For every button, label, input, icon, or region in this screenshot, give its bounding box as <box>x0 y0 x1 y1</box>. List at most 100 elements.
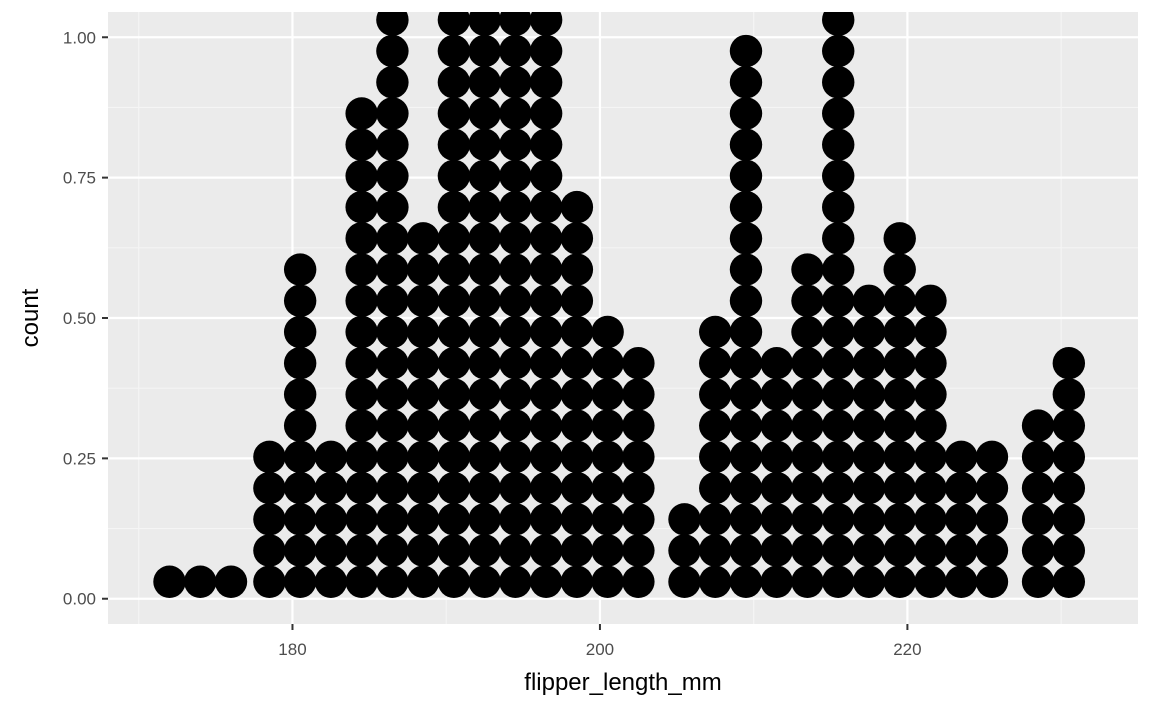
dot <box>376 565 409 598</box>
dot <box>622 440 655 474</box>
dot <box>376 409 409 442</box>
dot <box>975 471 1009 505</box>
dot <box>791 284 824 317</box>
dot <box>1052 534 1086 567</box>
dot <box>914 503 947 536</box>
dot <box>760 347 793 380</box>
dot <box>283 315 317 349</box>
dot <box>529 315 563 349</box>
dot <box>437 66 471 99</box>
dot <box>376 159 409 193</box>
y-tick-label: 0.25 <box>63 449 96 468</box>
dot <box>822 12 855 37</box>
dot <box>437 347 471 380</box>
dot <box>852 378 886 411</box>
dot <box>1021 409 1055 442</box>
dot <box>437 253 471 286</box>
dot <box>437 222 471 255</box>
dot <box>314 565 348 598</box>
dot <box>791 503 824 536</box>
dot <box>883 534 916 567</box>
dot <box>468 378 501 411</box>
dot <box>760 534 793 567</box>
dot <box>376 34 409 68</box>
dot <box>406 471 440 505</box>
dot <box>529 440 563 474</box>
dot <box>560 503 594 536</box>
dot <box>499 565 532 598</box>
y-axis-title: count <box>17 288 44 347</box>
dot <box>529 128 563 161</box>
dot <box>345 378 378 411</box>
dot <box>468 222 501 255</box>
dot <box>406 565 440 598</box>
dot-layer <box>153 12 1086 598</box>
dot <box>883 471 916 505</box>
dot <box>499 222 532 255</box>
dot <box>560 253 594 286</box>
dot <box>406 503 440 536</box>
dot <box>529 190 563 224</box>
dot <box>437 565 471 598</box>
dot <box>791 440 824 474</box>
dot <box>283 378 317 411</box>
dot <box>591 534 624 567</box>
dot <box>729 534 763 567</box>
dot <box>560 409 594 442</box>
dot <box>283 534 317 567</box>
dot <box>822 97 855 130</box>
dot <box>314 534 348 567</box>
dot <box>914 565 947 598</box>
dot <box>822 128 855 161</box>
dot <box>345 534 378 567</box>
dot <box>184 565 217 598</box>
dot <box>1021 440 1055 474</box>
dot <box>283 503 317 536</box>
x-tick-label: 220 <box>893 640 921 659</box>
dot <box>376 253 409 286</box>
dot <box>822 253 855 286</box>
dot <box>283 347 317 380</box>
dot <box>760 471 793 505</box>
dot <box>883 347 916 380</box>
dot <box>945 440 978 474</box>
dot <box>376 12 409 37</box>
dot <box>883 409 916 442</box>
dot <box>529 159 563 193</box>
dot <box>499 190 532 224</box>
dot <box>529 66 563 99</box>
dot <box>345 471 378 505</box>
dot <box>437 12 471 37</box>
dot <box>376 284 409 317</box>
dot <box>1052 440 1086 474</box>
dot <box>1052 565 1086 598</box>
dot <box>975 440 1009 474</box>
dot <box>376 97 409 130</box>
dot <box>822 471 855 505</box>
dot <box>975 565 1009 598</box>
dot <box>883 315 916 349</box>
x-axis-title: flipper_length_mm <box>524 669 721 696</box>
dot <box>883 503 916 536</box>
dot <box>253 471 286 505</box>
dot <box>529 565 563 598</box>
dot <box>822 284 855 317</box>
dot <box>283 409 317 442</box>
dot <box>699 315 732 349</box>
dot <box>376 471 409 505</box>
dot <box>622 347 655 380</box>
dot <box>791 534 824 567</box>
dot <box>468 409 501 442</box>
dot <box>376 503 409 536</box>
dot <box>852 347 886 380</box>
dot <box>314 471 348 505</box>
dot <box>914 284 947 317</box>
dot <box>1021 534 1055 567</box>
dot <box>499 34 532 68</box>
dot <box>468 284 501 317</box>
dot <box>560 190 594 224</box>
dot <box>822 315 855 349</box>
dot <box>468 315 501 349</box>
dot <box>437 190 471 224</box>
